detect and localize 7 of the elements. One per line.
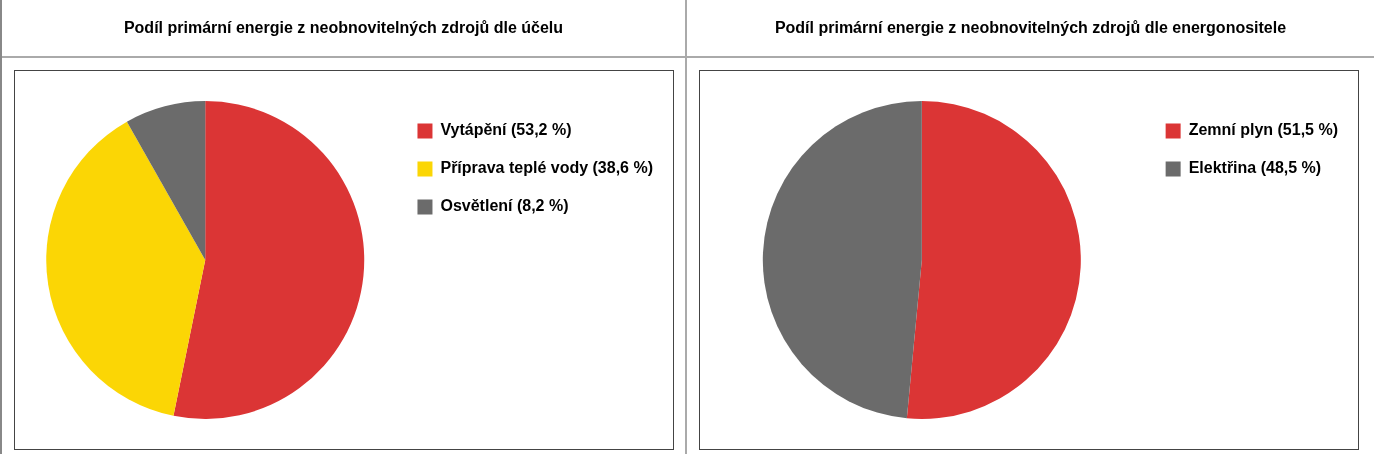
legend-label: Elektřina (48,5 %)	[1188, 159, 1322, 177]
chart-title: Podíl primární energie z neobnovitelných zdrojů dle účelu	[2, 0, 685, 58]
legend-label: Vytápění (53,2 %)	[440, 121, 572, 139]
legend-label: Příprava teplé vody (38,6 %)	[440, 159, 653, 177]
chart-title: Podíl primární energie z neobnovitelných zdrojů dle energonositele	[687, 0, 1374, 58]
legend-label: Osvětlení (8,2 %)	[440, 197, 569, 215]
legend-label: Zemní plyn (51,5 %)	[1188, 121, 1339, 139]
